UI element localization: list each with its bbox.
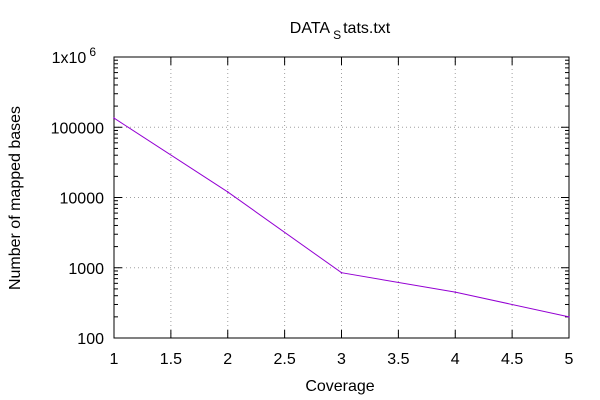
- y-tick-label: 100: [77, 331, 104, 348]
- x-tick-label: 2.5: [274, 351, 296, 368]
- data-point: [113, 117, 115, 119]
- x-tick-label: 3: [337, 351, 346, 368]
- x-tick-label: 4.5: [501, 351, 523, 368]
- x-tick-label: 1: [110, 351, 119, 368]
- x-tick-label: 4: [451, 351, 460, 368]
- series-group: [113, 117, 570, 318]
- data-point: [226, 191, 229, 193]
- x-tick-label: 2: [223, 351, 232, 368]
- y-tick-label: 1000: [68, 261, 104, 278]
- data-point: [568, 316, 570, 318]
- x-tick-label: 3.5: [387, 351, 409, 368]
- data-point: [454, 291, 457, 293]
- grid-lines: [114, 57, 569, 338]
- y-axis-label: Number of mapped bases: [7, 106, 24, 290]
- x-axis-label: Coverage: [305, 378, 374, 395]
- data-point: [340, 271, 343, 274]
- x-tick-label: 5: [565, 351, 574, 368]
- axis-ticks: 1 1.5 2 2.5 3 3.5 4 4.5 5 100 1000 10000 100000 1x10 6: [51, 45, 574, 368]
- y-tick-label: 1x10 6: [52, 45, 97, 67]
- x-tick-label: 1.5: [160, 351, 182, 368]
- y-tick-label: 100000: [51, 120, 104, 137]
- y-tick-label: 10000: [60, 191, 105, 208]
